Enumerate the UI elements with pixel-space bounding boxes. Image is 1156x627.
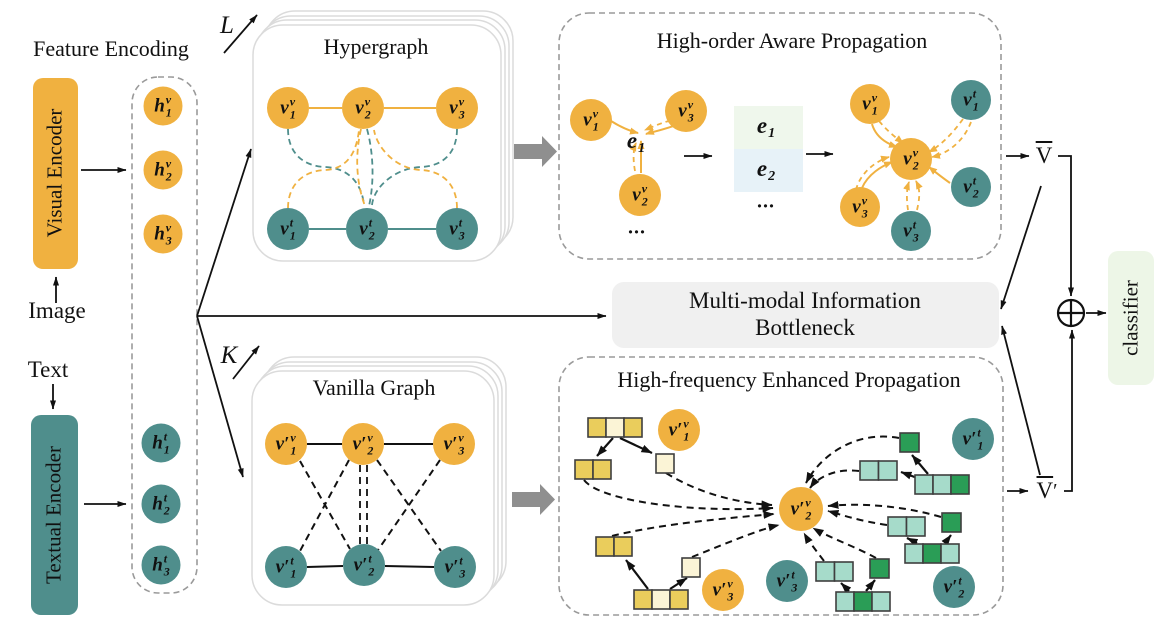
hidden-visual-circles — [143, 86, 183, 254]
hf-v2v-label: v′ v 2 — [790, 495, 812, 523]
vg-v3t-label: v′ t 3 — [444, 553, 466, 581]
textual-encoder-label: Textual Encoder — [41, 446, 66, 584]
hypergraph-card-stack — [252, 10, 514, 262]
cells-v3t — [815, 558, 891, 612]
hidden-states-box — [131, 76, 198, 594]
hidden-textual-circles — [141, 423, 181, 585]
hypergraph-title: Hypergraph — [323, 34, 429, 59]
vg-v3v-label: v′ v 3 — [443, 430, 465, 458]
hypergraph-depth-arrow — [223, 14, 258, 54]
cells-v3v — [595, 536, 701, 610]
vanilla-to-highfreq-arrow — [512, 484, 555, 515]
feature-encoding-title: Feature Encoding — [33, 36, 189, 61]
high-freq-dashed-arrows — [583, 435, 942, 562]
vg-v1v-label: v′ v 1 — [275, 430, 297, 458]
hf-v1v-label: v′ v 1 — [668, 416, 690, 444]
vanilla-title: Vanilla Graph — [312, 375, 436, 400]
vbar-to-sum-connector — [1058, 155, 1075, 492]
vanilla-edges — [299, 443, 442, 568]
textual-encoder-box — [31, 415, 78, 615]
visual-encoder-box — [33, 78, 78, 269]
vg-v1t-label: v′ t 1 — [275, 553, 297, 581]
bottleneck-label: Multi-modal Information Bottleneck — [689, 288, 921, 340]
vg-v2t-label: v′ t 2 — [353, 551, 375, 579]
high-freq-nodes — [658, 409, 994, 611]
hyperedge-ellipsis: ... — [628, 216, 646, 239]
hf-v3v-label: v′ v 3 — [712, 576, 734, 604]
hyperedge-nodes — [570, 90, 707, 216]
bottleneck-box — [612, 282, 999, 348]
image-input-label: Image — [28, 298, 86, 323]
fan-to-vanilla-arrow — [196, 315, 244, 478]
v-bar-label: V — [1035, 143, 1053, 168]
cells-v1v — [574, 417, 675, 480]
high-order-nodes — [840, 80, 991, 251]
hypergraph-depth-label: L — [220, 12, 234, 39]
vanilla-depth-arrow — [232, 345, 260, 380]
high-order-title: High-order Aware Propagation — [656, 28, 928, 53]
v-bar-prime-label: V ′ — [1036, 478, 1058, 503]
hf-v1t-label: v′ t 1 — [962, 425, 984, 453]
cells-v1t — [859, 432, 970, 495]
vanilla-depth-label: K — [220, 342, 238, 369]
text-input-label: Text — [27, 357, 69, 382]
vbarprime-to-bottleneck-arrow — [1001, 325, 1041, 476]
high-freq-solid-arrows — [596, 437, 952, 594]
high-frequency-title: High-frequency Enhanced Propagation — [617, 367, 961, 392]
vanilla-nodes — [265, 423, 476, 588]
high-order-propagation-arrows — [855, 118, 972, 211]
hypergraph-to-highorder-arrow — [514, 136, 557, 167]
hypergraph-edges — [287, 107, 458, 230]
classifier-box — [1108, 251, 1154, 385]
hf-v3t-label: v′ t 3 — [776, 567, 798, 595]
visual-encoder-label: Visual Encoder — [42, 108, 67, 238]
vanilla-card-stack — [251, 356, 507, 606]
cells-v2t-upper — [887, 512, 962, 564]
ebox-ellipsis: ... — [757, 190, 775, 213]
classifier-label: classifier — [1118, 280, 1143, 356]
high-freq-cell-blocks — [574, 417, 970, 612]
vg-v2v-label: v′ v 2 — [352, 430, 374, 458]
vbar-to-bottleneck-arrow — [1000, 185, 1042, 310]
hf-v2t-label: v′ t 2 — [943, 573, 965, 601]
sum-operator — [1056, 298, 1086, 328]
fan-to-hypergraph-arrow — [196, 148, 252, 317]
hypergraph-nodes — [267, 87, 478, 250]
hyperedge-list-box — [734, 106, 803, 192]
